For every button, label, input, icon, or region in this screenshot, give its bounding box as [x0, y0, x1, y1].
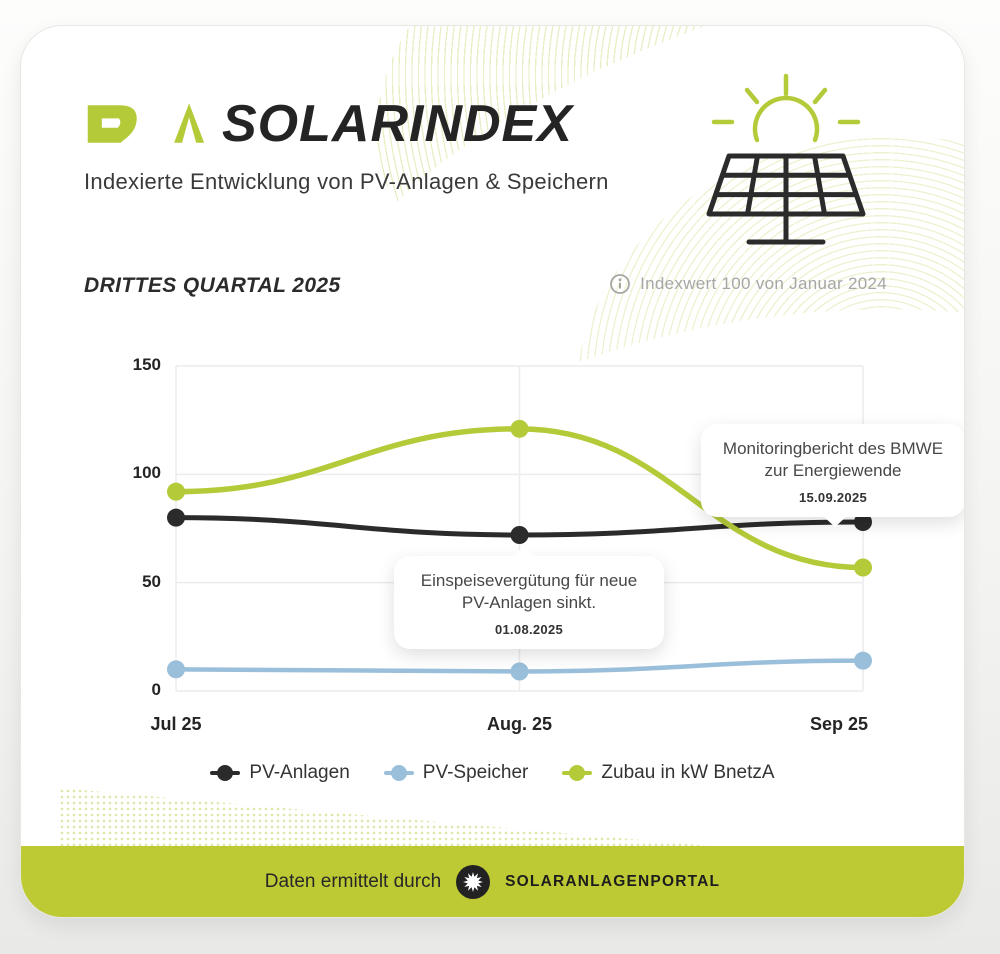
- legend-marker: [562, 765, 593, 781]
- legend-label: PV-Speicher: [422, 762, 529, 783]
- legend-item: Zubau in kW BnetzA: [562, 762, 775, 784]
- legend-item: PV-Anlagen: [210, 762, 350, 784]
- y-axis-tick: 100: [132, 463, 161, 483]
- data-point: [854, 558, 872, 577]
- y-axis-tick: 0: [151, 680, 161, 699]
- data-point: [510, 419, 529, 438]
- halftone-dots-bottom-left: [59, 788, 709, 846]
- annotation-date: 15.09.2025: [798, 489, 868, 505]
- data-point: [167, 508, 185, 527]
- annotation-callout-august: Einspeisevergütung für neue PV-Anlagen s…: [394, 546, 664, 649]
- footer-band: Daten ermittelt durch SOLARANLAGENPORTAL: [21, 846, 964, 917]
- annotation-date: 01.08.2025: [494, 621, 564, 637]
- y-axis-tick: 150: [132, 355, 161, 374]
- legend-marker: [383, 765, 414, 781]
- infographic-card: SOLARINDEX Indexierte Entwicklung von PV…: [20, 25, 965, 918]
- data-point: [167, 482, 185, 501]
- legend-label: PV-Anlagen: [249, 762, 350, 783]
- annotation-text: Monitoringbericht des BMWE zur Energiewe…: [722, 439, 944, 481]
- solaranlagenportal-sun-icon: [456, 864, 491, 899]
- data-point: [167, 660, 185, 679]
- annotation-callout-september: Monitoringbericht des BMWE zur Energiewe…: [701, 424, 964, 527]
- footer-brand: SOLARANLAGENPORTAL: [505, 872, 721, 890]
- solar-panel-sun-icon: [706, 73, 866, 245]
- annotation-text: Einspeisevergütung für neue PV-Anlagen s…: [420, 571, 638, 613]
- subtitle: Indexierte Entwicklung von PV-Anlagen & …: [84, 169, 609, 194]
- footer-text: Daten ermittelt durch: [264, 870, 442, 892]
- x-axis-label: Sep 25: [809, 714, 869, 734]
- y-axis-tick: 50: [142, 571, 161, 591]
- legend-item: PV-Speicher: [383, 762, 529, 784]
- data-point: [854, 651, 872, 670]
- legend-label: Zubau in kW BnetzA: [601, 762, 775, 783]
- x-axis-label: Jul 25: [150, 714, 202, 734]
- info-icon: [610, 274, 631, 294]
- section-title: DRITTES QUARTAL 2025: [84, 274, 341, 297]
- chart-legend: PV-Anlagen PV-Speicher Zubau in kW BnetzA: [21, 762, 964, 784]
- daa-logo-icon: [87, 103, 205, 143]
- header-logo-row: SOLARINDEX: [84, 94, 573, 154]
- x-axis-label: Aug. 25: [486, 714, 553, 734]
- index-note-text: Indexwert 100 von Januar 2024: [640, 274, 887, 293]
- index-note: Indexwert 100 von Januar 2024: [609, 273, 887, 295]
- data-point: [510, 662, 529, 681]
- app-title: SOLARINDEX: [222, 95, 573, 153]
- data-point: [510, 526, 529, 544]
- legend-marker: [210, 765, 241, 781]
